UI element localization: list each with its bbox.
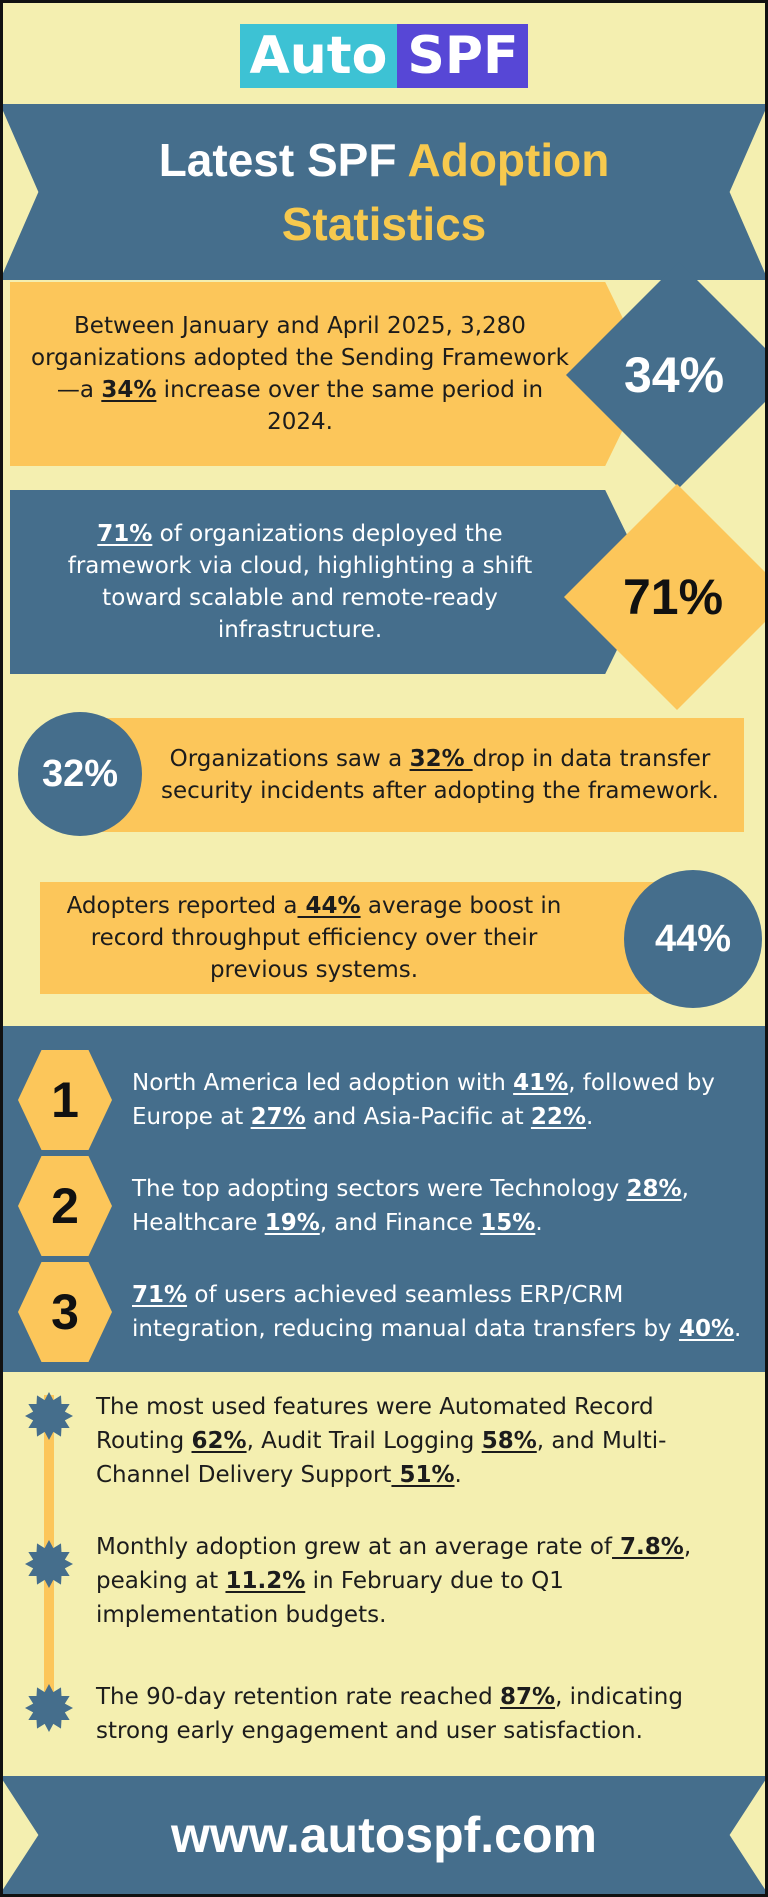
highlight-value: 87%: [500, 1684, 556, 1710]
text-segment: The top adopting sectors were Technology: [132, 1176, 627, 1202]
text-segment: , and Finance: [319, 1210, 481, 1236]
stat-3-text-post: drop in data transfer security incidents…: [161, 746, 719, 804]
number-badge-3: 3: [18, 1262, 112, 1362]
numbered-item-3: 3 71% of users achieved seamless ERP/CRM…: [18, 1262, 748, 1362]
stat-2-text-post: of organizations deployed the framework …: [67, 521, 533, 643]
stat-3-text: Organizations saw a 32% drop in data tra…: [150, 718, 730, 832]
highlight-value: 28%: [626, 1176, 682, 1202]
stat-4-text-post: average boost in record throughput effic…: [90, 893, 562, 983]
numbered-text-3: 71% of users achieved seamless ERP/CRM i…: [132, 1262, 748, 1362]
text-segment: of users achieved seamless ERP/CRM integ…: [132, 1282, 679, 1342]
title-highlight: Adoption: [407, 134, 610, 186]
starburst-icon: [25, 1684, 73, 1732]
timeline-text-3: The 90-day retention rate reached 87%, i…: [96, 1680, 744, 1748]
numbered-item-1: 1 North America led adoption with 41%, f…: [18, 1050, 748, 1150]
starburst-icon: [25, 1392, 73, 1440]
number-badge-2: 2: [18, 1156, 112, 1256]
stat-1-value: 34%: [623, 347, 725, 403]
text-segment: , followed by Europe at: [132, 1070, 715, 1130]
stat-1-text-post: increase over the same period in 2024.: [156, 377, 544, 435]
text-segment: , Healthcare: [132, 1176, 689, 1236]
text-segment: The most used features were Automated Re…: [96, 1394, 654, 1454]
highlight-value: 27%: [250, 1104, 306, 1130]
stat-4-text-pre: Adopters reported a: [66, 893, 298, 919]
text-segment: The 90-day retention rate reached: [96, 1684, 500, 1710]
text-segment: and Asia-Pacific at: [305, 1104, 531, 1130]
number-badge-1: 1: [18, 1050, 112, 1150]
stat-4-box: [40, 882, 720, 994]
numbered-text-1: North America led adoption with 41%, fol…: [132, 1050, 748, 1150]
text-segment: .: [454, 1462, 462, 1488]
timeline-text-1: The most used features were Automated Re…: [96, 1390, 744, 1492]
text-segment: in February due to Q1 implementation bud…: [96, 1568, 564, 1628]
numbered-item-2: 2 The top adopting sectors were Technolo…: [18, 1156, 748, 1256]
stat-2-value: 71%: [622, 569, 724, 625]
title-highlight-2: Statistics: [281, 198, 487, 250]
highlight-value: 7.8%: [612, 1534, 684, 1560]
logo-spf-text: SPF: [397, 24, 529, 88]
stat-1-ribbon: [10, 282, 650, 466]
logo: Auto SPF: [0, 24, 768, 88]
highlight-value: 71%: [132, 1282, 188, 1308]
stat-4-highlight: 44%: [297, 893, 361, 919]
highlight-value: 19%: [264, 1210, 320, 1236]
starburst-icon: [25, 1540, 73, 1588]
highlight-value: 62%: [191, 1428, 247, 1454]
title-line-2: Statistics: [282, 192, 487, 256]
highlight-value: 41%: [513, 1070, 569, 1096]
stat-4-text: Adopters reported a 44% average boost in…: [44, 882, 584, 994]
highlight-value: 40%: [678, 1316, 735, 1342]
footer-banner: www.autospf.com: [0, 1776, 768, 1894]
stat-2-highlight: 71%: [97, 521, 153, 547]
stat-1-text: Between January and April 2025, 3,280 or…: [30, 296, 570, 452]
text-segment: , Audit Trail Logging: [246, 1428, 482, 1454]
highlight-value: 58%: [481, 1428, 537, 1454]
title-banner: Latest SPF Adoption Statistics: [0, 104, 768, 280]
footer-url[interactable]: www.autospf.com: [171, 1807, 597, 1863]
highlight-value: 11.2%: [225, 1568, 306, 1594]
numbered-text-2: The top adopting sectors were Technology…: [132, 1156, 748, 1256]
stat-3-circle: 32%: [18, 712, 142, 836]
highlight-value: 15%: [480, 1210, 536, 1236]
timeline-text-2: Monthly adoption grew at an average rate…: [96, 1530, 744, 1632]
stat-3-box: [70, 718, 744, 832]
highlight-value: 51%: [391, 1462, 455, 1488]
text-segment: , and Multi-Channel Delivery Support: [96, 1428, 667, 1488]
text-segment: Monthly adoption grew at an average rate…: [96, 1534, 613, 1560]
stat-1-diamond: 34%: [566, 262, 768, 488]
stat-3-highlight: 32%: [409, 746, 473, 772]
stat-2-ribbon: [10, 490, 650, 674]
stat-2-diamond: 71%: [564, 484, 768, 710]
stat-1-text-pre: Between January and April 2025, 3,280 or…: [31, 313, 569, 403]
stat-1-highlight: 34%: [101, 377, 157, 403]
stat-4-circle: 44%: [624, 870, 762, 1008]
text-segment: , peaking at: [96, 1534, 692, 1594]
title-white: Latest SPF: [158, 134, 408, 186]
logo-auto-text: Auto: [239, 24, 398, 88]
text-segment: .: [734, 1316, 742, 1342]
highlight-value: 22%: [530, 1104, 586, 1130]
numbered-section: 1 North America led adoption with 41%, f…: [0, 1026, 768, 1372]
text-segment: North America led adoption with: [132, 1070, 514, 1096]
stat-2-text: 71% of organizations deployed the framew…: [40, 504, 560, 660]
title-line-1: Latest SPF Adoption: [159, 128, 610, 192]
stat-3-text-pre: Organizations saw a: [169, 746, 410, 772]
text-segment: .: [585, 1104, 594, 1130]
text-segment: , indicating strong early engagement and…: [96, 1684, 683, 1744]
text-segment: .: [535, 1210, 543, 1236]
